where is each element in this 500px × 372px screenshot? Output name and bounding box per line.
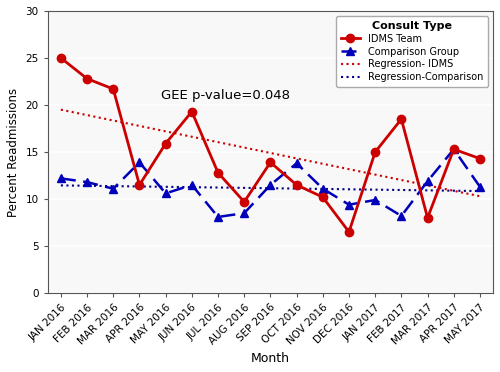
Legend: IDMS Team, Comparison Group, Regression- IDMS, Regression-Comparison: IDMS Team, Comparison Group, Regression-… — [336, 16, 488, 87]
Y-axis label: Percent Readmissions: Percent Readmissions — [7, 87, 20, 217]
X-axis label: Month: Month — [251, 352, 290, 365]
Text: GEE p-value=0.048: GEE p-value=0.048 — [162, 89, 290, 102]
